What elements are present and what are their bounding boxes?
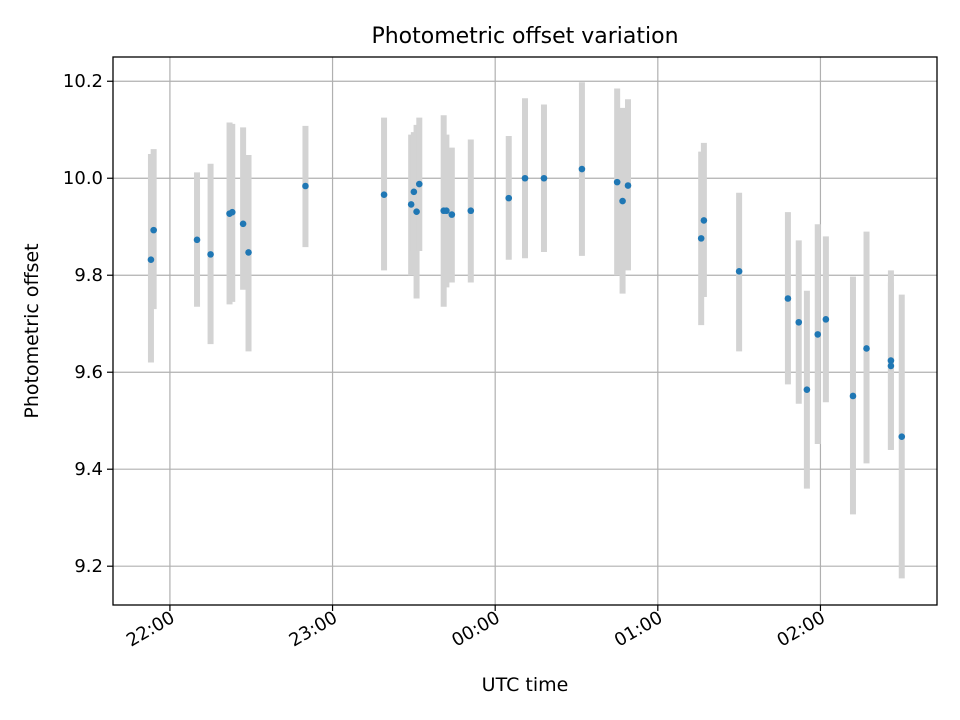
data-point bbox=[700, 217, 708, 224]
data-point bbox=[413, 208, 420, 216]
y-tick-label: 9.6 bbox=[74, 362, 103, 383]
data-point bbox=[849, 392, 857, 400]
plot-frame bbox=[112, 56, 938, 606]
data-points bbox=[147, 165, 906, 441]
y-axis-label: Photometric offset bbox=[21, 243, 43, 418]
data-point bbox=[624, 182, 632, 189]
data-point bbox=[613, 178, 621, 186]
data-point bbox=[147, 256, 155, 264]
data-point bbox=[415, 180, 423, 188]
data-point bbox=[578, 165, 586, 173]
data-point bbox=[239, 220, 247, 228]
data-point bbox=[887, 362, 895, 370]
y-tick-label: 10.0 bbox=[63, 168, 103, 189]
y-tick-label: 9.8 bbox=[74, 265, 103, 286]
data-point bbox=[735, 268, 743, 275]
data-point bbox=[443, 207, 450, 215]
data-point bbox=[448, 211, 456, 218]
data-point bbox=[863, 345, 870, 352]
data-point bbox=[697, 235, 705, 242]
data-point bbox=[410, 188, 418, 196]
data-point bbox=[898, 433, 906, 441]
data-point bbox=[228, 208, 236, 216]
data-point bbox=[150, 226, 157, 234]
chart-title: Photometric offset variation bbox=[371, 24, 678, 49]
data-point bbox=[302, 182, 309, 190]
data-point bbox=[521, 174, 529, 182]
data-point bbox=[245, 249, 252, 256]
x-tick-label: 00:00 bbox=[448, 607, 503, 651]
x-tick-label: 01:00 bbox=[611, 607, 666, 651]
data-point bbox=[784, 295, 792, 302]
error-bars bbox=[147, 82, 905, 579]
data-point bbox=[193, 236, 201, 244]
x-tick-label: 02:00 bbox=[774, 607, 829, 651]
data-point bbox=[822, 316, 830, 323]
data-point bbox=[207, 251, 214, 258]
y-tick-label: 10.2 bbox=[63, 71, 103, 92]
x-tick-label: 22:00 bbox=[123, 607, 178, 651]
data-point bbox=[467, 207, 475, 215]
data-point bbox=[887, 357, 895, 364]
data-point bbox=[380, 191, 388, 199]
data-point bbox=[505, 194, 513, 202]
y-tick-label: 9.2 bbox=[74, 556, 103, 577]
x-tick-label: 23:00 bbox=[286, 607, 341, 651]
y-tick-label: 9.4 bbox=[74, 459, 103, 480]
data-point bbox=[814, 331, 822, 338]
data-point bbox=[619, 197, 626, 205]
data-point bbox=[795, 318, 803, 326]
data-point bbox=[540, 174, 548, 182]
data-point bbox=[407, 201, 415, 208]
x-axis-label: UTC time bbox=[482, 674, 569, 696]
data-point bbox=[803, 386, 811, 393]
